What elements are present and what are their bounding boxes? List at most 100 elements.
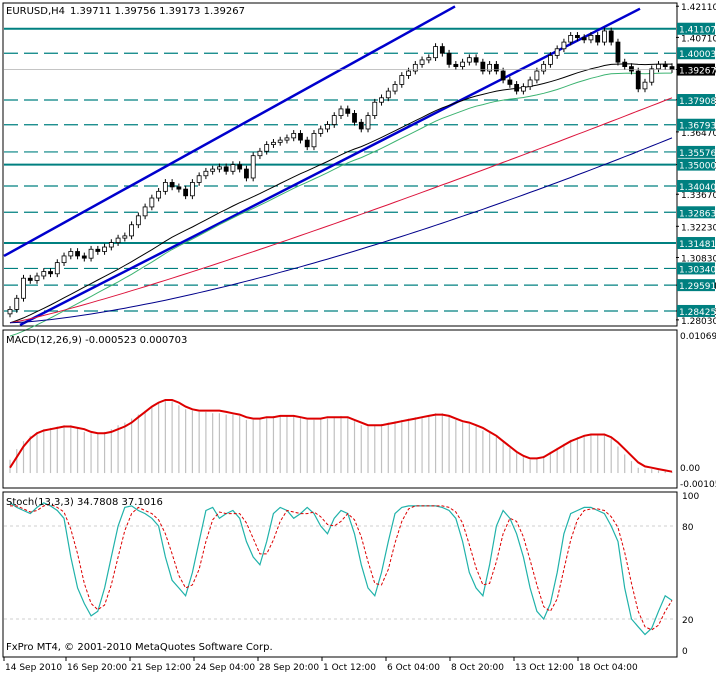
- level-price-tag: [677, 279, 715, 292]
- stoch-tick-label: 20: [682, 616, 694, 626]
- price-bar-body: [379, 97, 384, 103]
- price-bar-body: [520, 86, 526, 92]
- price-bar-body: [189, 182, 195, 197]
- time-tick-label: 6 Oct 04:00: [387, 663, 440, 673]
- price-bar-body: [237, 164, 243, 170]
- trend-channel: [3, 5, 641, 327]
- price-bar-body: [480, 61, 486, 72]
- price-bar-body: [122, 235, 128, 239]
- level-price-label: 1.28425: [679, 308, 716, 318]
- time-tick-label: 28 Sep 20:00: [259, 663, 319, 673]
- price-bar-body: [244, 168, 249, 179]
- stochastic-header-label: Stoch(13,3,3) 34.7808 37.1016: [6, 497, 163, 508]
- level-price-tag: [677, 237, 715, 250]
- price-bar-body: [183, 188, 189, 197]
- macd-histogram: [9, 399, 673, 474]
- price-bar-body: [88, 248, 94, 259]
- macd-tick-label: -0.00105: [680, 480, 716, 490]
- level-price-label: 1.35576: [679, 149, 716, 159]
- price-bar-body: [649, 68, 655, 83]
- level-price-tag: [677, 94, 715, 107]
- price-bar-body: [304, 139, 310, 148]
- price-bar-body: [108, 242, 114, 248]
- price-axis: 1.42110 1.40710 1.39267 1.37908 1.36470 1.350…: [4, 3, 716, 327]
- channel-lower-line: [19, 7, 641, 327]
- level-price-tag: [677, 206, 715, 219]
- price-bar-body: [149, 197, 155, 208]
- price-bar-body: [460, 61, 465, 67]
- price-bar-body: [48, 271, 53, 275]
- price-bar-body: [135, 215, 141, 226]
- price-bar-body: [399, 75, 405, 85]
- level-price-tag: [677, 262, 715, 275]
- price-bar-body: [27, 277, 33, 281]
- price-bar-body: [466, 57, 472, 63]
- price-bar-body: [331, 115, 337, 125]
- price-bar-body: [142, 206, 148, 217]
- price-bar-body: [608, 30, 614, 43]
- price-bar-body: [203, 170, 209, 177]
- level-price-tag: [677, 145, 715, 158]
- macd-axis: 0.01069 0.00 -0.00105: [680, 332, 716, 490]
- level-price-tag: [677, 179, 715, 192]
- macd-pane[interactable]: 0.01069 0.00 -0.00105 MACD(12,26,9) -0.000…: [2, 329, 716, 490]
- price-bar-body: [271, 141, 276, 145]
- macd-tick-label: 0.01069: [680, 332, 716, 342]
- price-bar-body: [656, 63, 661, 70]
- price-bar-body: [176, 186, 182, 190]
- price-bar-body: [230, 164, 236, 172]
- price-bar-body: [642, 81, 648, 90]
- price-bar-body: [554, 48, 560, 56]
- price-bar-body: [75, 251, 80, 257]
- price-bar-body: [162, 182, 168, 192]
- price-bar-body: [277, 139, 283, 143]
- level-price-tag: [677, 47, 715, 60]
- price-bar-body: [54, 262, 60, 275]
- price-bar-body: [298, 133, 303, 141]
- chart-ohlc-label: 1.39711 1.39756 1.39173 1.39267: [70, 6, 245, 17]
- price-bar-body: [568, 35, 574, 43]
- price-bar-body: [473, 57, 479, 63]
- price-bar-body: [561, 41, 567, 50]
- price-bar-body: [446, 52, 452, 65]
- level-price-label: 1.36793: [679, 122, 716, 132]
- price-bar-body: [527, 79, 533, 88]
- price-bar-body: [412, 63, 418, 72]
- price-bar-body: [406, 70, 411, 76]
- price-bar-body: [338, 108, 344, 117]
- ma-slowest-line: [9, 137, 673, 324]
- price-bar-body: [291, 133, 297, 139]
- price-bar-body: [514, 84, 520, 92]
- price-bar-body: [257, 150, 263, 157]
- price-bar-body: [669, 66, 675, 70]
- price-bar-body: [365, 115, 371, 130]
- price-bar-body: [21, 277, 26, 299]
- current-price-label: 1.39267: [679, 67, 716, 77]
- price-tick-label: 1.30830: [681, 255, 716, 265]
- price-bar-body: [372, 101, 378, 117]
- ma-mid-line: [9, 72, 672, 337]
- price-bar-body: [14, 297, 20, 310]
- price-bar-body: [581, 37, 587, 41]
- price-bar-body: [534, 70, 540, 81]
- price-bar-body: [595, 35, 601, 43]
- price-pane[interactable]: 1.42110 1.40710 1.39267 1.37908 1.36470 1.350…: [2, 2, 716, 337]
- price-bar-body: [629, 66, 634, 72]
- time-tick-label: 16 Sep 20:00: [67, 663, 127, 673]
- price-bars: [7, 27, 675, 318]
- macd-header-label: MACD(12,26,9) -0.000523 0.000703: [6, 335, 187, 346]
- price-tick-label: 1.28030: [681, 317, 716, 327]
- price-bar-body: [217, 166, 222, 170]
- level-price-label: 1.40003: [679, 50, 716, 60]
- price-bar-body: [41, 271, 47, 277]
- price-bar-body: [493, 63, 499, 72]
- price-bar-body: [662, 63, 668, 67]
- macd-tick-label: 0.00: [680, 464, 700, 474]
- price-bar-body: [426, 57, 432, 61]
- level-price-label: 1.29591: [679, 282, 716, 292]
- price-bar-body: [196, 175, 202, 183]
- price-bar-body: [541, 63, 547, 72]
- price-bar-body: [325, 124, 330, 130]
